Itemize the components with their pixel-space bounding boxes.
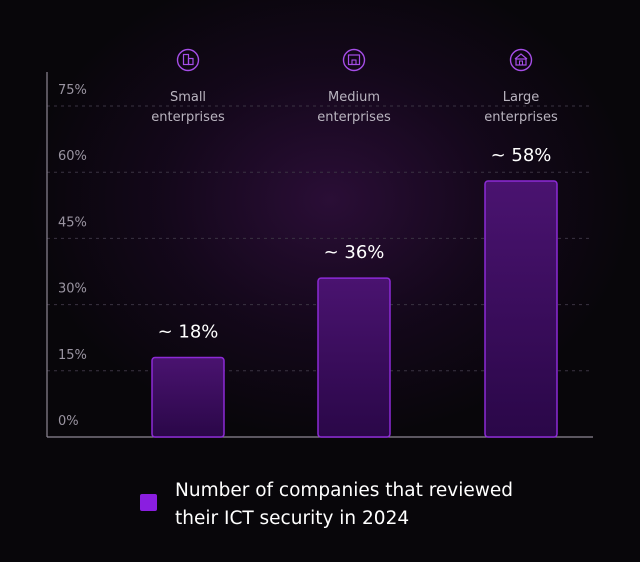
- category-label-line1: Small: [170, 90, 206, 105]
- y-tick-label: 0%: [58, 414, 79, 429]
- legend-label-line1: Number of companies that reviewed: [175, 480, 514, 501]
- y-tick-label: 60%: [58, 149, 87, 164]
- y-tick-labels: 0% 15% 30% 45% 60% 75%: [58, 83, 87, 429]
- category-labels: Small enterprises Medium enterprises Large en…: [151, 90, 558, 125]
- bar-value-label: ~ 58%: [491, 145, 552, 166]
- bars: [151, 180, 558, 438]
- category-label-line1: Large: [503, 90, 540, 105]
- y-tick-label: 15%: [58, 348, 87, 363]
- value-labels: ~ 18% ~ 36% ~ 58%: [158, 145, 552, 343]
- y-tick-label: 75%: [58, 83, 87, 98]
- category-label-line2: enterprises: [484, 110, 558, 125]
- y-tick-label: 45%: [58, 215, 87, 230]
- y-tick-label: 30%: [58, 282, 87, 297]
- category-icons: [176, 48, 533, 72]
- bar-value-label: ~ 36%: [324, 242, 385, 263]
- bar: [317, 277, 391, 438]
- category-label-line2: enterprises: [317, 110, 391, 125]
- large-enterprise-icon: [509, 48, 533, 72]
- legend-label-line2: their ICT security in 2024: [175, 508, 410, 529]
- category-label-line2: enterprises: [151, 110, 225, 125]
- medium-enterprise-icon: [342, 48, 366, 72]
- category-label-line1: Medium: [328, 90, 380, 105]
- legend-label: Number of companies that reviewed their …: [175, 477, 515, 533]
- bar: [151, 356, 225, 438]
- bar: [484, 180, 558, 438]
- legend-swatch: [140, 494, 157, 511]
- small-enterprise-icon: [176, 48, 200, 72]
- legend: Number of companies that reviewed their …: [140, 477, 515, 533]
- bar-value-label: ~ 18%: [158, 322, 219, 343]
